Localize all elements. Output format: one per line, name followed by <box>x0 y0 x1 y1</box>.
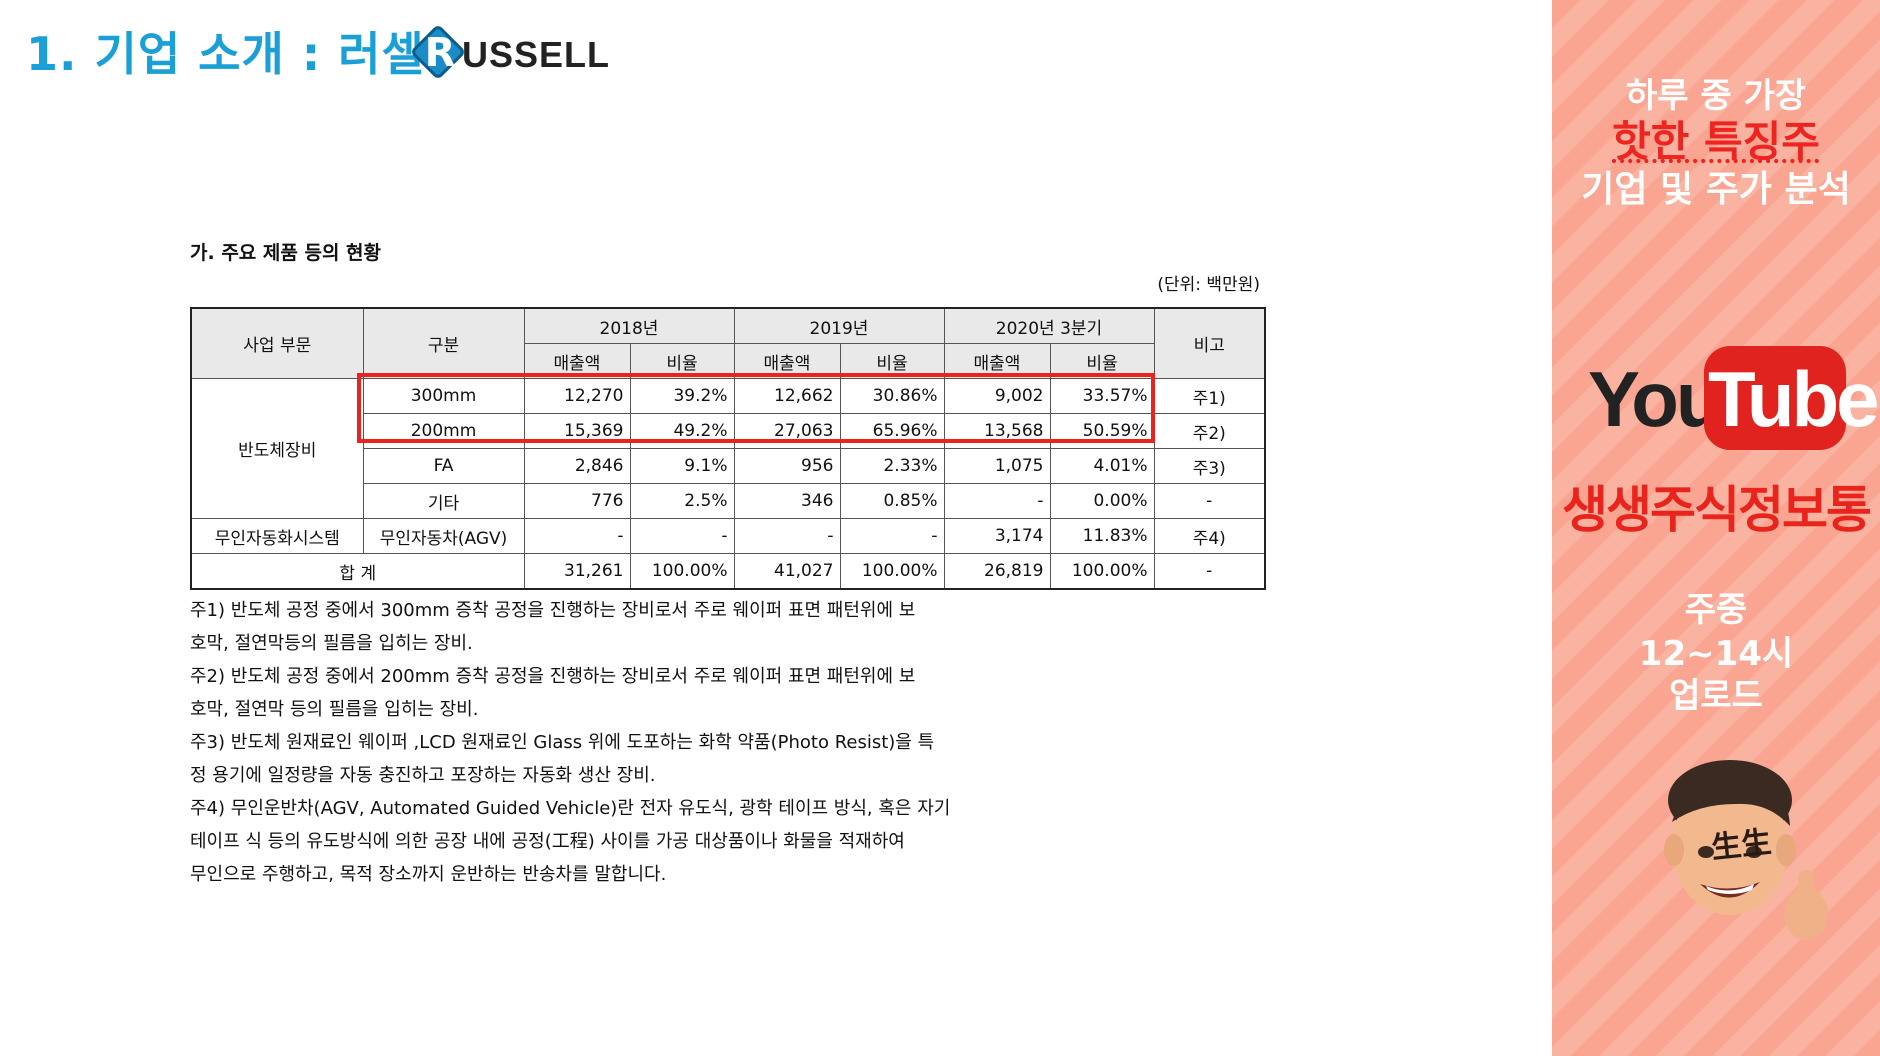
page-title: 1. 기업 소개 : 러셀 <box>26 27 425 81</box>
ratio-cell: 39.2% <box>629 378 735 414</box>
category-cell: 300mm <box>362 378 525 414</box>
upload-schedule-2: 12~14시 <box>1638 634 1794 674</box>
sales-cell: 27,063 <box>733 413 841 449</box>
table-row: 200mm 15,369 49.2% 27,063 65.96% 13,568 … <box>191 413 1266 449</box>
channel-name: 생생주식정보통 <box>1562 481 1872 539</box>
sales-cell: 9,002 <box>943 378 1051 414</box>
youtube-tube-badge <box>1704 346 1846 450</box>
ratio-cell: 2.33% <box>839 448 945 484</box>
ratio-cell: - <box>629 518 735 554</box>
note-cell: - <box>1153 483 1266 519</box>
ratio-cell: 100.00% <box>1049 553 1155 590</box>
sales-cell: 776 <box>523 483 631 519</box>
youtube-you-text: You <box>1588 355 1724 443</box>
sales-cell: 3,174 <box>943 518 1051 554</box>
youtube-logo: You Tube <box>1588 346 1880 456</box>
footnote-line: 호막, 절연막 등의 필름을 입히는 장비. <box>190 699 479 720</box>
header-year-2020q3: 2020년 3분기 <box>943 307 1155 344</box>
sales-cell: - <box>523 518 631 554</box>
total-row: 합 계 31,261 100.00% 41,027 100.00% 26,819… <box>190 553 1266 590</box>
sales-cell: - <box>733 518 841 554</box>
unit-label: (단위: 백만원) <box>1157 275 1260 295</box>
ratio-cell: 100.00% <box>839 553 945 590</box>
note-cell: 주2) <box>1153 413 1266 449</box>
table-row: 반도체장비 300mm 12,270 39.2% 12,662 30.86% 9… <box>190 378 1266 519</box>
footnote-line: 무인으로 주행하고, 목적 장소까지 운반하는 반송차를 말합니다. <box>190 864 667 885</box>
header-ratio: 비율 <box>1049 343 1155 379</box>
footnote-line: 주3) 반도체 원재료인 웨이퍼 ,LCD 원재료인 Glass 위에 도포하는… <box>190 732 935 753</box>
footnote-line: 정 용기에 일정량을 자동 충진하고 포장하는 자동화 생산 장비. <box>190 765 656 786</box>
sales-cell: 12,270 <box>523 378 631 414</box>
ratio-cell: 2.5% <box>629 483 735 519</box>
sales-cell: 41,027 <box>733 553 841 590</box>
logo-word: USSELL <box>462 34 611 75</box>
sales-cell: 2,846 <box>523 448 631 484</box>
ratio-cell: 0.85% <box>839 483 945 519</box>
sales-cell: 346 <box>733 483 841 519</box>
note-cell: - <box>1153 553 1266 590</box>
promo-line-2: 핫한 특징주 <box>1612 117 1820 166</box>
ratio-cell: 100.00% <box>629 553 735 590</box>
sales-cell: 26,819 <box>943 553 1051 590</box>
youtube-tube-text: Tube <box>1708 355 1880 443</box>
header-ratio: 비율 <box>839 343 945 379</box>
note-cell: 주3) <box>1153 448 1266 484</box>
header-segment: 사업 부문 <box>190 307 364 379</box>
category-cell: 기타 <box>362 483 525 519</box>
upload-schedule-1: 주중 <box>1684 590 1748 630</box>
note-cell: 주4) <box>1153 518 1266 554</box>
ratio-cell: 9.1% <box>629 448 735 484</box>
segment-cell: 반도체장비 <box>190 378 364 519</box>
category-cell: 무인자동차(AGV) <box>362 518 525 554</box>
note-cell: 주1) <box>1153 378 1266 414</box>
total-label: 합 계 <box>190 553 525 590</box>
sales-cell: 12,662 <box>733 378 841 414</box>
ratio-cell: 11.83% <box>1049 518 1155 554</box>
ratio-cell: 65.96% <box>839 413 945 449</box>
sales-cell: 956 <box>733 448 841 484</box>
ratio-cell: 49.2% <box>629 413 735 449</box>
sales-cell: 15,369 <box>523 413 631 449</box>
footnote-line: 주4) 무인운반차(AGV, Automated Guided Vehicle)… <box>190 798 951 819</box>
ratio-cell: 4.01% <box>1049 448 1155 484</box>
segment-cell: 무인자동화시스템 <box>190 518 364 554</box>
category-cell: FA <box>362 448 525 484</box>
avatar-emoji-icon <box>1664 760 1828 940</box>
sales-cell: - <box>943 483 1051 519</box>
table-row: FA 2,846 9.1% 956 2.33% 1,075 4.01% 주3) <box>191 448 1266 484</box>
ratio-cell: 50.59% <box>1049 413 1155 449</box>
sales-cell: 1,075 <box>943 448 1051 484</box>
products-table: 사업 부문 구분 2018년 2019년 2020년 3분기 비고 매출액 비율… <box>190 307 1266 590</box>
header-category: 구분 <box>362 307 525 379</box>
ratio-cell: 30.86% <box>839 378 945 414</box>
section-title: 가. 주요 제품 등의 현황 <box>190 242 381 264</box>
ratio-cell: - <box>839 518 945 554</box>
header-sales: 매출액 <box>943 343 1051 379</box>
header-ratio: 비율 <box>629 343 735 379</box>
header-sales: 매출액 <box>523 343 631 379</box>
promo-line-3: 기업 및 주가 분석 <box>1581 169 1851 210</box>
header-sales: 매출액 <box>733 343 841 379</box>
ratio-cell: 33.57% <box>1049 378 1155 414</box>
footnotes: 주1) 반도체 공정 중에서 300mm 증착 공정을 진행하는 장비로서 주로… <box>190 594 990 891</box>
footnote-line: 테이프 식 등의 유도방식에 의한 공장 내에 공정(工程) 사이를 가공 대상… <box>190 831 905 852</box>
sales-cell: 31,261 <box>523 553 631 590</box>
upload-schedule-3: 업로드 <box>1669 676 1763 716</box>
header-note: 비고 <box>1153 307 1266 379</box>
category-cell: 200mm <box>362 413 525 449</box>
logo-letter: R <box>424 30 456 76</box>
ratio-cell: 0.00% <box>1049 483 1155 519</box>
table-row: 무인자동화시스템 무인자동차(AGV) - - - - 3,174 11.83%… <box>190 518 1266 554</box>
sales-cell: 13,568 <box>943 413 1051 449</box>
footnote-line: 주1) 반도체 공정 중에서 300mm 증착 공정을 진행하는 장비로서 주로… <box>190 600 916 621</box>
header-year-2018: 2018년 <box>523 307 735 344</box>
footnote-line: 호막, 절연막등의 필름을 입히는 장비. <box>190 633 473 654</box>
header-year-2019: 2019년 <box>733 307 945 344</box>
promo-panel: 하루 중 가장 핫한 특징주 기업 및 주가 분석 You Tube 생생주식정… <box>1552 0 1880 1056</box>
promo-line-1: 하루 중 가장 <box>1625 76 1807 116</box>
footnote-line: 주2) 반도체 공정 중에서 200mm 증착 공정을 진행하는 장비로서 주로… <box>190 666 916 687</box>
